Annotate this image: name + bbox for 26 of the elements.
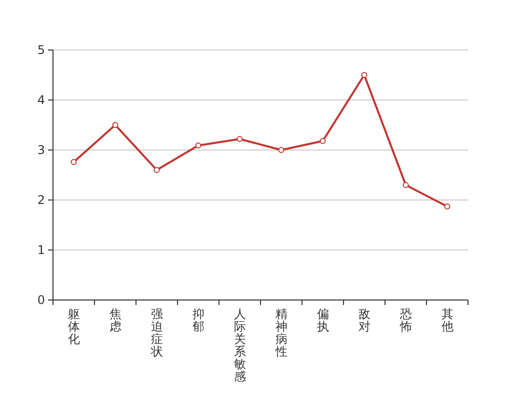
x-tick-label: 精神病性 xyxy=(274,307,288,358)
y-tick-label: 2 xyxy=(37,193,45,207)
point xyxy=(154,167,160,173)
point xyxy=(278,147,284,153)
point xyxy=(236,136,243,142)
x-tick-label: 躯体化 xyxy=(68,307,80,346)
x-tick-label: 敌对 xyxy=(358,307,370,334)
point xyxy=(444,204,450,210)
y-tick-label: 0 xyxy=(37,293,45,307)
x-tick-label: 人际关系敏感 xyxy=(234,307,246,384)
x-tick-label: 抑郁 xyxy=(192,307,204,334)
x-tick-label: 其他 xyxy=(441,307,454,334)
point xyxy=(402,182,409,188)
x-tick-label: 焦虑 xyxy=(109,307,122,334)
x-tick-label: 偏执 xyxy=(316,307,329,334)
x-tick-label: 恐怖 xyxy=(398,307,412,334)
point xyxy=(320,138,326,144)
point xyxy=(361,72,368,78)
y-tick-label: 3 xyxy=(37,143,45,157)
y-tick-label: 5 xyxy=(37,43,45,57)
x-tick-label: 强迫症状 xyxy=(150,307,163,358)
point xyxy=(112,122,118,128)
point xyxy=(70,159,77,165)
point xyxy=(195,142,202,148)
y-tick-label: 4 xyxy=(37,93,45,107)
y-tick-label: 1 xyxy=(37,243,45,257)
